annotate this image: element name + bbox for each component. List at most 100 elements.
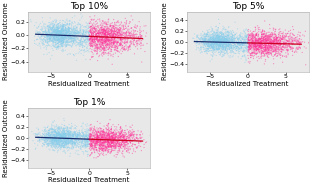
Point xyxy=(107,137,112,140)
Point xyxy=(85,38,90,41)
Point xyxy=(94,141,99,144)
Point xyxy=(257,50,262,53)
Point xyxy=(258,41,263,44)
Point xyxy=(76,135,81,138)
Point xyxy=(254,42,259,45)
Point xyxy=(88,135,93,138)
Point xyxy=(97,139,102,142)
Point xyxy=(286,30,291,33)
Point xyxy=(111,131,116,134)
Point xyxy=(111,33,116,36)
Point xyxy=(228,45,233,48)
Point xyxy=(97,134,102,137)
Point xyxy=(66,31,71,34)
Point xyxy=(119,20,124,24)
Point xyxy=(76,149,80,152)
Point xyxy=(282,41,287,44)
Point xyxy=(273,39,278,42)
Point xyxy=(77,131,82,134)
Point xyxy=(95,136,100,139)
Point xyxy=(128,35,133,38)
Point xyxy=(122,144,127,147)
Point xyxy=(55,22,60,25)
Point xyxy=(67,155,72,158)
Point xyxy=(110,139,115,142)
Point xyxy=(109,31,114,34)
Point xyxy=(55,26,60,29)
Point xyxy=(81,143,86,146)
Point xyxy=(256,38,261,41)
Point xyxy=(58,31,63,34)
Point xyxy=(61,138,66,141)
Point xyxy=(123,146,128,149)
Point xyxy=(280,37,285,40)
Point xyxy=(93,139,98,142)
Point xyxy=(101,40,106,43)
Point xyxy=(69,37,74,40)
Point xyxy=(208,47,213,50)
Point xyxy=(232,40,237,43)
Point xyxy=(100,141,105,144)
Point xyxy=(254,33,259,36)
Point xyxy=(57,144,62,147)
Point xyxy=(64,139,69,142)
Point xyxy=(53,137,58,141)
Point xyxy=(215,48,220,51)
Point xyxy=(54,33,59,36)
Point xyxy=(61,37,66,40)
Point xyxy=(216,33,221,36)
Point xyxy=(100,136,105,139)
Point xyxy=(97,47,102,50)
Point xyxy=(48,36,53,39)
Point xyxy=(51,140,56,143)
Point xyxy=(29,20,34,23)
Point xyxy=(257,41,262,44)
Point xyxy=(55,136,60,139)
Point xyxy=(60,39,65,42)
Point xyxy=(53,132,58,135)
Point xyxy=(128,148,133,151)
Point xyxy=(99,30,104,34)
Point xyxy=(212,42,217,45)
Point xyxy=(56,133,61,136)
Point xyxy=(276,51,281,54)
Point xyxy=(249,41,254,45)
Point xyxy=(67,31,72,35)
Point xyxy=(93,130,98,133)
Point xyxy=(53,131,58,134)
Point xyxy=(227,46,232,49)
Point xyxy=(53,41,58,44)
Point xyxy=(112,133,117,136)
Point xyxy=(87,38,92,41)
Point xyxy=(113,143,118,146)
Point xyxy=(218,31,223,34)
Point xyxy=(56,148,61,151)
Point xyxy=(109,28,114,31)
Point xyxy=(138,136,143,140)
Point xyxy=(203,35,208,38)
Point xyxy=(259,40,264,43)
Point xyxy=(105,145,110,148)
Point xyxy=(217,35,222,38)
Point xyxy=(69,143,74,146)
Point xyxy=(50,29,55,32)
Point xyxy=(294,51,299,54)
Point xyxy=(74,135,79,138)
Point xyxy=(285,40,290,43)
Point xyxy=(95,40,100,43)
Point xyxy=(108,34,113,37)
Point xyxy=(47,138,52,141)
Point xyxy=(211,44,216,47)
Point xyxy=(61,30,66,33)
Point xyxy=(53,138,58,141)
Point xyxy=(83,133,88,136)
Point xyxy=(51,133,56,136)
Point xyxy=(254,34,259,37)
Point xyxy=(233,43,238,47)
Point xyxy=(232,37,237,40)
Point xyxy=(242,46,247,49)
Point xyxy=(257,50,262,53)
Point xyxy=(85,135,90,139)
Point xyxy=(64,138,69,141)
Point xyxy=(111,32,116,35)
